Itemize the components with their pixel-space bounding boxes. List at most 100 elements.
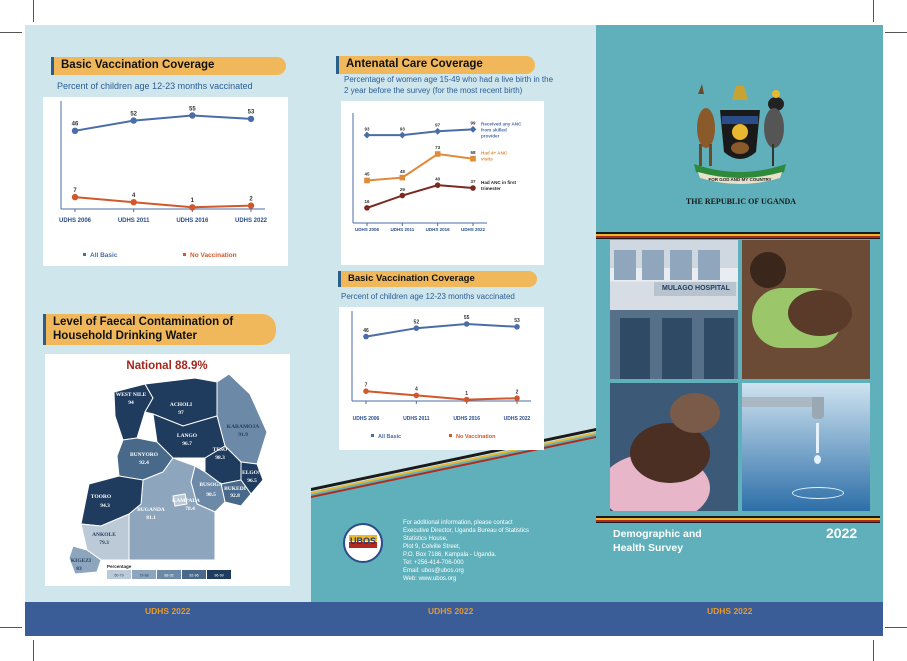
series-line (367, 128, 474, 137)
data-point (463, 396, 470, 403)
data-label: 52 (130, 111, 137, 117)
data-label: 7 (73, 188, 77, 194)
region-label: ANKOLE (92, 532, 116, 538)
legend-swatch (183, 253, 186, 256)
legend-bin (157, 570, 181, 579)
data-point (514, 324, 520, 330)
legend-label: visits (481, 157, 493, 162)
contact-line: P.O. Box 7186, Kampala - Uganda. (403, 552, 497, 558)
series-line (74, 114, 252, 132)
legend-label: trimester (481, 186, 501, 191)
vaccination-subtitle: Percent of children age 12-23 months vac… (57, 81, 253, 91)
data-label: 52 (414, 319, 420, 325)
uganda-map: National 88.9% WEST NILE 94 ACHOLI 97 KA… (68, 360, 268, 579)
contact-line: Plot 9, Colville Street, (403, 544, 461, 550)
region-value: 78.4 (185, 506, 195, 512)
data-label: 55 (189, 106, 196, 112)
footer-label: UDHS 2022 (707, 606, 753, 616)
motto-text: FOR GOD AND MY COUNTRY (708, 177, 771, 182)
legend-bin-label: 79-88 (139, 574, 148, 578)
region-label: TESO (213, 447, 228, 453)
legend-label: No Vaccination (190, 252, 237, 259)
data-point (434, 151, 441, 157)
legend-label: All Basic (378, 434, 401, 440)
x-tick-label: UDHS 2016 (426, 227, 451, 232)
region-elgon (240, 461, 264, 495)
region-label: BUGANDA (137, 507, 165, 513)
data-point (470, 185, 476, 191)
vaccination-title-2: Basic Vaccination Coverage (348, 273, 475, 284)
x-tick-label: UDHS 2022 (461, 227, 486, 232)
data-label: 7 (365, 382, 368, 388)
legend-label: Had 4+ ANC (481, 151, 508, 156)
data-point (130, 117, 137, 124)
data-point (247, 115, 255, 123)
region-value: 91.9 (238, 432, 248, 438)
map-legend: 50-79 79-88 88-92 92-96 96-99 (107, 570, 231, 579)
data-label: 93 (400, 126, 406, 131)
data-label: 93 (364, 126, 370, 131)
x-tick-label: UDHS 2016 (453, 416, 480, 422)
legend-bin (207, 570, 231, 579)
legend-label: Had ANC in first (481, 180, 517, 185)
legend-bin-label: 96-99 (214, 574, 223, 578)
data-label: 16 (364, 199, 370, 204)
vaccination-title: Basic Vaccination Coverage (61, 59, 215, 71)
contact-line: Web: www.ubos.org (403, 576, 457, 582)
region-label: BUKEDI (224, 486, 246, 492)
vaccination-line-chart-2: UDHS 2006 UDHS 2011 UDHS 2016 UDHS 2022 46 52… (351, 311, 531, 440)
data-point (469, 126, 477, 133)
faecal-title-line2: Household Drinking Water (53, 330, 197, 342)
data-label: 99 (470, 121, 476, 126)
republic-title: THE REPUBLIC OF UGANDA (685, 197, 797, 206)
footer-label: UDHS 2022 (145, 606, 191, 616)
faecal-banner: Level of Faecal Contamination of Househo… (43, 314, 276, 345)
data-point (434, 182, 441, 188)
crop-mark (885, 627, 907, 628)
data-point (364, 177, 370, 184)
legend-bin (107, 570, 131, 579)
region-value: 94 (128, 400, 134, 406)
legend-bin-label: 50-79 (114, 574, 123, 578)
x-tick-label: UDHS 2022 (504, 416, 531, 422)
data-point (463, 321, 470, 327)
legend-bin-label: 92-96 (189, 574, 198, 578)
crop-mark (33, 0, 34, 22)
ubos-logo-text: UBOS (349, 536, 376, 546)
data-point (434, 127, 442, 135)
data-point (130, 199, 137, 206)
data-label: 40 (435, 176, 441, 181)
data-point (189, 112, 196, 119)
data-point (399, 174, 406, 181)
survey-title-2: Health Survey (613, 542, 684, 554)
region-value: 96.5 (247, 478, 257, 484)
region-value: 79.3 (99, 540, 109, 546)
contact-line: For additional information, please conta… (403, 520, 513, 526)
contact-line: Statistics House, (403, 536, 448, 542)
hospital-photo: MULAGO HOSPITAL (610, 240, 738, 379)
data-point (364, 205, 370, 211)
legend-bin (132, 570, 156, 579)
crop-mark (0, 627, 22, 628)
region-value: 81.1 (146, 515, 156, 521)
data-point (363, 388, 369, 394)
crop-mark (33, 640, 34, 661)
region-value: 94.3 (100, 503, 110, 509)
faecal-title-line1: Level of Faecal Contamination of (53, 316, 234, 328)
legend-swatch (449, 434, 452, 437)
data-point (470, 155, 476, 162)
crop-mark (873, 640, 874, 661)
data-point (399, 192, 406, 199)
data-label: 48 (400, 169, 406, 174)
legend-bin (182, 570, 206, 579)
antenatal-title: Antenatal Care Coverage (346, 58, 483, 70)
flag-stripes-bottom (596, 516, 880, 523)
region-value: 96.7 (182, 441, 192, 447)
antenatal-subtitle-2: 2 year before the survey (for the most r… (344, 86, 523, 95)
water-tap-photo (742, 383, 870, 511)
region-value: 92.4 (139, 460, 149, 466)
region-value: 97 (178, 410, 184, 416)
data-label: 4 (132, 193, 136, 199)
mother-photo (742, 240, 870, 379)
region-label: ELGON (242, 470, 262, 476)
